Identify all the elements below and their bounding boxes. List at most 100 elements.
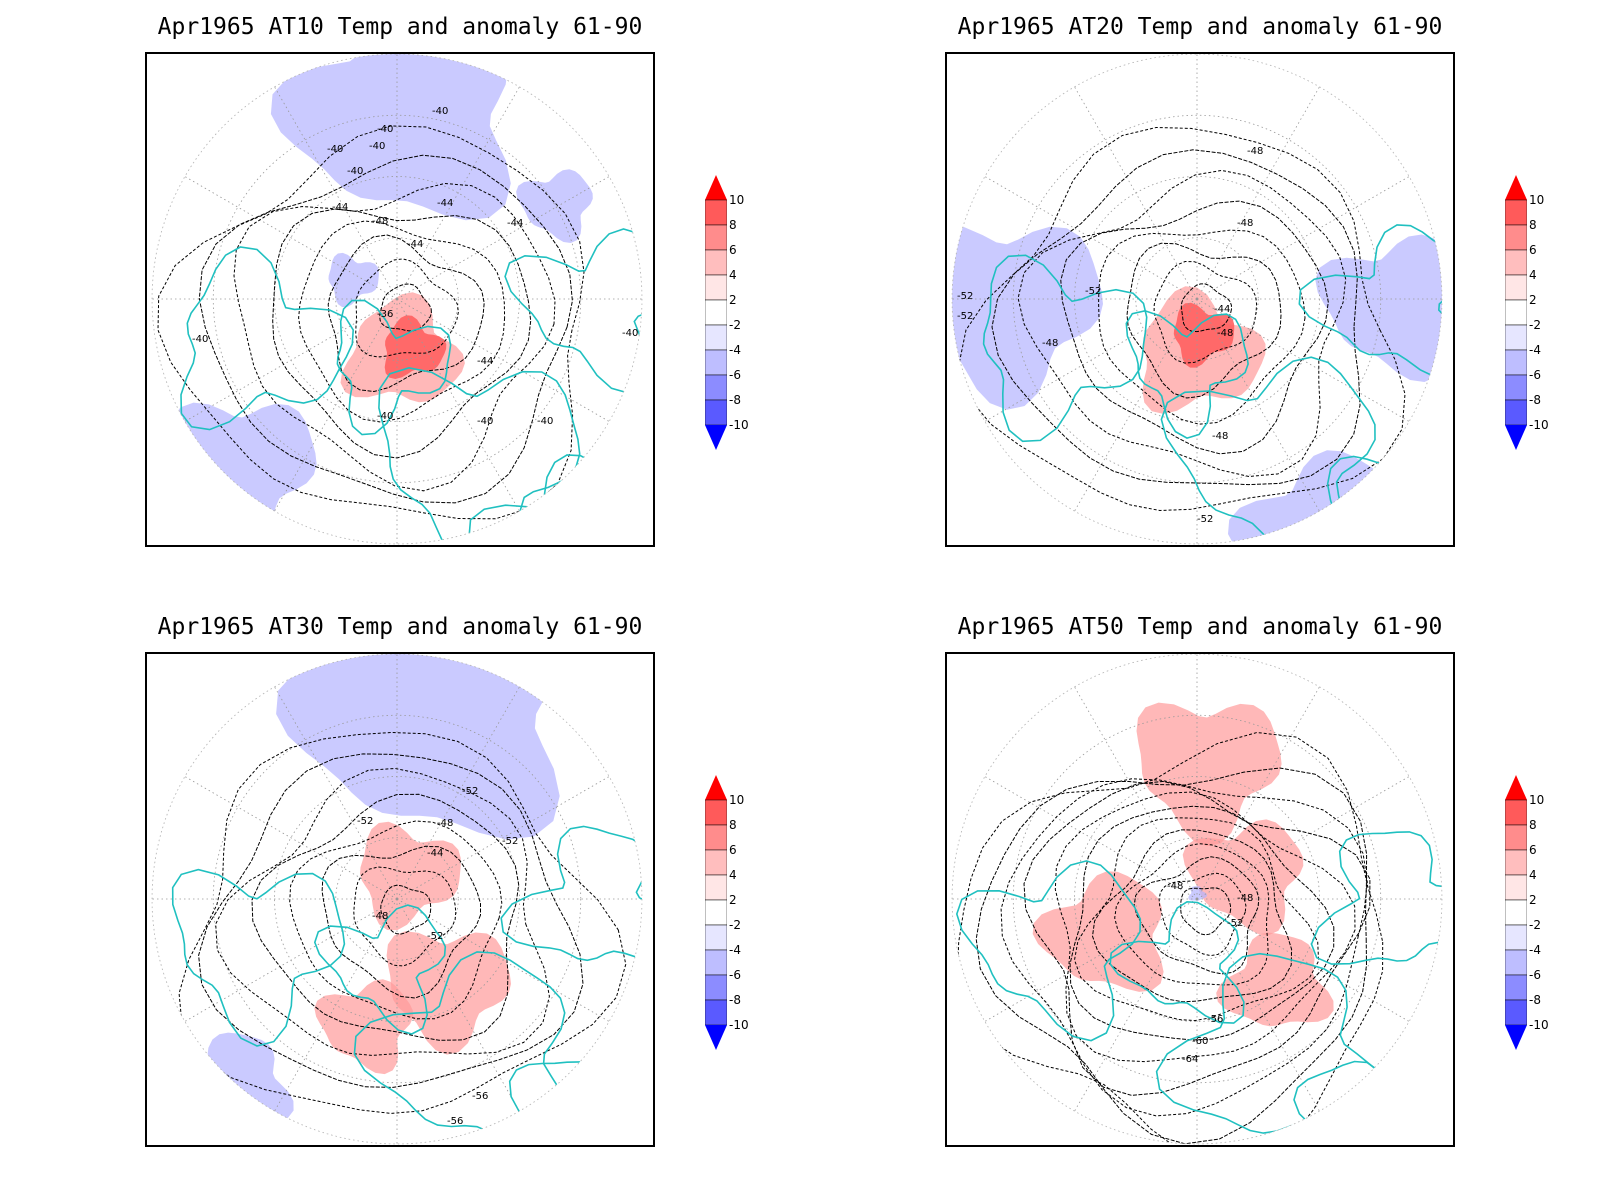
- latitude-circle: [1135, 237, 1259, 361]
- colorbar-tick-label: 8: [1529, 818, 1537, 832]
- colorbar-segment: [1505, 999, 1527, 1026]
- temperature-contour: [1000, 778, 1368, 1117]
- colorbar-arrow-top: [1505, 175, 1527, 200]
- colorbar-arrow-top: [705, 775, 727, 800]
- colorbar-scale: [1505, 775, 1527, 1050]
- colorbar-tick-label: -8: [729, 393, 741, 407]
- contour-label: -48: [372, 911, 388, 922]
- colorbar-segment: [705, 949, 727, 976]
- coastline: [1160, 356, 1376, 544]
- meridian-line: [396, 686, 520, 900]
- colorbar-tick-label: -8: [1529, 993, 1541, 1007]
- contour-label: -48: [1237, 893, 1253, 904]
- colorbar-segment: [1505, 924, 1527, 951]
- temperature-contour: [272, 208, 532, 459]
- cold-anomaly-area: [328, 252, 379, 307]
- colorbar-tick-label: -6: [1529, 368, 1541, 382]
- meridian-line: [1196, 86, 1320, 300]
- meridian-line: [984, 298, 1198, 422]
- colorbar-tick-label: -2: [729, 918, 741, 932]
- temperature-contour: [1091, 829, 1293, 1003]
- temperature-contour: [157, 125, 585, 520]
- temperature-contour: [1073, 817, 1320, 1022]
- meridian-line: [396, 176, 610, 300]
- coastline: [313, 904, 447, 1035]
- colorbar-segment: [705, 224, 727, 251]
- colorbar: 10 8 6 4 2 -2 -4 -6 -8 -10: [1505, 175, 1565, 460]
- colorbar-tick-label: -2: [1529, 918, 1541, 932]
- colorbar-segment: [1505, 374, 1527, 401]
- colorbar-segment: [705, 249, 727, 276]
- contour-label: -52: [462, 786, 478, 797]
- contour-label: -48: [1042, 338, 1058, 349]
- colorbar-segment: [1505, 274, 1527, 301]
- meridian-line: [1196, 686, 1320, 900]
- warm-anomaly-area: [1182, 819, 1304, 936]
- contour-label: -48: [1212, 431, 1228, 442]
- cold-anomaly-area: [952, 225, 1103, 410]
- colorbar-tick-label: 4: [1529, 268, 1537, 282]
- warm-anomaly-area: [360, 821, 461, 931]
- contour-label: -48: [1237, 218, 1253, 229]
- colorbar-tick-label: -8: [1529, 393, 1541, 407]
- contour-label: -52: [502, 836, 518, 847]
- polar-map: -40 -40 -40 -40 -40 -44 -48 -44 -44 -44 -36 -44 -40-…: [145, 52, 655, 547]
- colorbar-segment: [705, 374, 727, 401]
- contour-label: -60: [1192, 1036, 1208, 1047]
- coastline: [1125, 309, 1249, 439]
- colorbar-tick-label: 6: [729, 243, 737, 257]
- contour-label: -40: [537, 416, 553, 427]
- colorbar-segment: [705, 199, 727, 226]
- contour-label: -48: [1247, 146, 1263, 157]
- contour-label: -36: [377, 309, 393, 320]
- map-canvas: -52 -52 -48 -44 -52 -48 -52 -56 -56: [147, 654, 653, 1145]
- temperature-contour: [1098, 229, 1306, 425]
- colorbar-scale: [1505, 175, 1527, 450]
- contour-label: -52: [1227, 918, 1243, 929]
- meridian-line: [396, 298, 610, 422]
- latitude-circle: [335, 837, 459, 961]
- colorbar-segment: [705, 299, 727, 326]
- contour-label: -56: [1207, 1014, 1223, 1025]
- colorbar-tick-label: 6: [1529, 243, 1537, 257]
- panel-at20: Apr1965 AT20 Temp and anomaly 61-90 -48-…: [800, 0, 1600, 600]
- temperature-contour: [991, 149, 1361, 486]
- colorbar-tick-label: 4: [729, 868, 737, 882]
- colorbar-segment: [1505, 824, 1527, 851]
- colorbar-segment: [705, 874, 727, 901]
- meridian-line: [1196, 298, 1410, 422]
- contour-label: -56: [472, 1091, 488, 1102]
- temperature-contour: [1180, 887, 1232, 936]
- temperature-contour: [298, 220, 506, 423]
- temperature-contour: [1069, 805, 1335, 1041]
- contour-label: -48: [372, 216, 388, 227]
- colorbar-tick-label: 2: [729, 293, 737, 307]
- temperature-contour: [1114, 843, 1270, 986]
- meridian-line: [184, 298, 398, 422]
- meridian-line: [1196, 898, 1320, 1112]
- colorbar-tick-label: -10: [1529, 1018, 1549, 1032]
- coastline: [1310, 831, 1442, 965]
- temperature-contour: [1153, 260, 1258, 364]
- coastline: [353, 951, 571, 1144]
- colorbar-scale: [705, 175, 727, 450]
- contour-label: -44: [1214, 304, 1230, 315]
- contour-label: -56: [447, 1116, 463, 1127]
- contour-label: -40: [347, 166, 363, 177]
- colorbar-tick-label: -4: [1529, 343, 1541, 357]
- colorbar-segment: [705, 399, 727, 426]
- colorbar-tick-label: -2: [1529, 318, 1541, 332]
- contour-label: -40: [477, 416, 493, 427]
- temperature-contour: [215, 767, 550, 1056]
- temperature-contour: [198, 154, 573, 504]
- contour-label: -52: [357, 816, 373, 827]
- colorbar-tick-label: 2: [1529, 293, 1537, 307]
- colorbar-tick-label: -4: [729, 943, 741, 957]
- colorbar-segment: [1505, 249, 1527, 276]
- meridian-line: [396, 776, 610, 900]
- colorbar: 10 8 6 4 2 -2 -4 -6 -8 -10: [705, 775, 765, 1060]
- colorbar: 10 8 6 4 2 -2 -4 -6 -8 -10: [1505, 775, 1565, 1060]
- cold-anomaly-area: [516, 169, 593, 243]
- contour-label: -40: [192, 334, 208, 345]
- contour-label: -44: [407, 239, 423, 250]
